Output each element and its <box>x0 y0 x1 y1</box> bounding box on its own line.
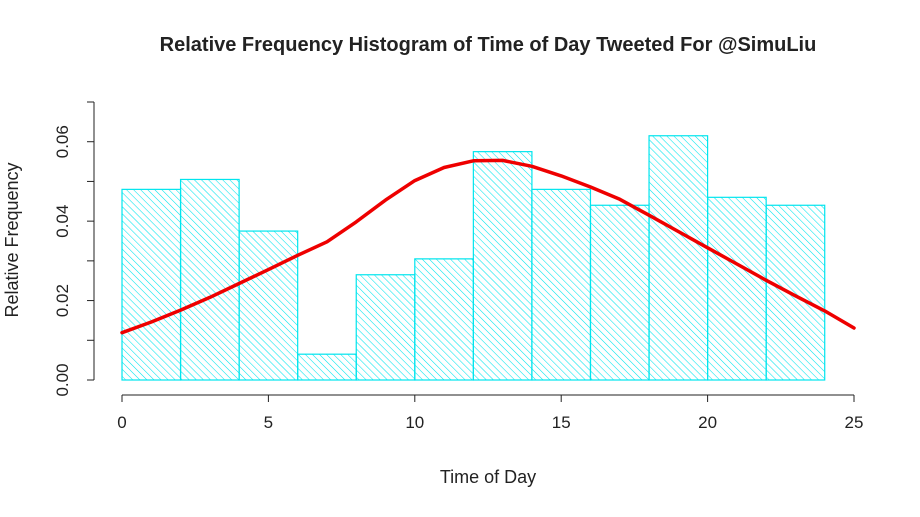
x-axis-label: Time of Day <box>440 467 536 487</box>
y-axis-label: Relative Frequency <box>2 162 22 317</box>
y-tick-label: 0.00 <box>53 363 72 396</box>
histogram-bar <box>179 178 240 381</box>
histogram-bar <box>238 230 299 381</box>
histogram-bar <box>121 188 182 381</box>
histogram-bar <box>297 353 357 381</box>
histogram-bar <box>414 258 474 381</box>
density-curve <box>120 158 856 335</box>
histogram-bar <box>531 188 592 381</box>
x-tick-label: 0 <box>117 413 126 432</box>
x-axis: 0 5 10 15 20 25 <box>117 394 864 432</box>
y-tick-label: 0.02 <box>53 284 72 317</box>
bars-layer <box>121 135 826 381</box>
histogram-bar <box>765 204 826 381</box>
histogram-bar <box>706 196 767 381</box>
chart-title: Relative Frequency Histogram of Time of … <box>160 34 817 56</box>
histogram-bar <box>472 151 533 381</box>
histogram-bar <box>589 204 650 381</box>
x-tick-label: 20 <box>698 413 717 432</box>
x-tick-label: 15 <box>552 413 571 432</box>
x-tick-label: 10 <box>405 413 424 432</box>
x-tick-label: 5 <box>264 413 273 432</box>
x-tick-label: 25 <box>845 413 864 432</box>
curve-layer <box>120 158 856 335</box>
y-tick-label: 0.04 <box>53 205 72 238</box>
y-axis: 0.00 0.02 0.04 0.06 <box>53 101 95 397</box>
histogram-bar <box>648 135 709 381</box>
y-tick-label: 0.06 <box>53 125 72 158</box>
histogram-bar <box>355 274 416 381</box>
